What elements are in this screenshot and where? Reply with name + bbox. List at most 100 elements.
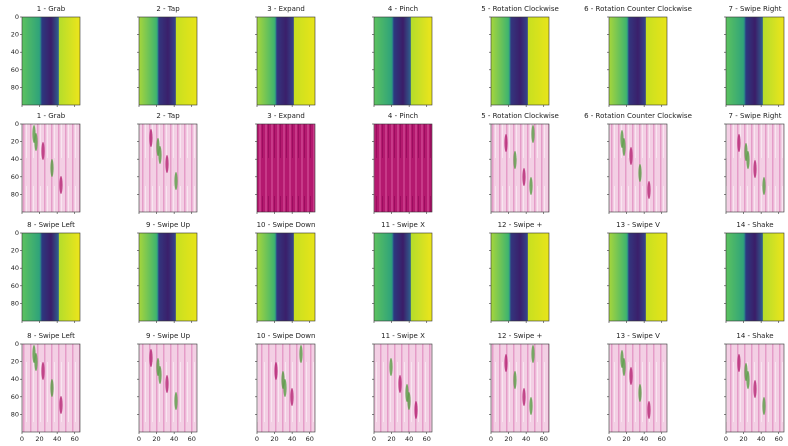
heatmap-image	[374, 17, 432, 105]
panel: 9 - Swipe Up	[137, 221, 198, 323]
x-tick-label: 20	[622, 435, 630, 443]
heatmap-image	[491, 233, 549, 321]
streak	[149, 129, 153, 147]
y-tick-label: 60	[11, 282, 19, 290]
heatmap-image	[491, 344, 549, 432]
y-tick-label: 20	[11, 138, 19, 146]
panel: 6 - Rotation Counter Clockwise	[584, 112, 692, 214]
axes-frame	[138, 232, 198, 322]
y-tick-label: 20	[11, 247, 19, 255]
streak	[41, 362, 45, 380]
heatmap-image	[491, 17, 549, 105]
streak	[737, 134, 741, 152]
streak	[290, 388, 294, 406]
panel-title: 3 - Expand	[267, 5, 305, 13]
x-tick-label: 40	[757, 435, 765, 443]
streak	[629, 147, 633, 165]
x-tick-label: 60	[540, 435, 548, 443]
panel-title: 1 - Grab	[37, 112, 66, 120]
heatmap-image	[374, 344, 432, 432]
streak	[283, 379, 287, 397]
heatmap-image	[257, 17, 315, 105]
axes-frame	[608, 16, 668, 106]
panel: 2 - Tap	[137, 5, 198, 107]
x-tick-label: 20	[152, 435, 160, 443]
streak	[59, 176, 63, 194]
panel-title: 8 - Swipe Left	[27, 332, 75, 340]
streak	[513, 371, 517, 389]
axes-frame	[373, 16, 433, 106]
panel-title: 4 - Pinch	[388, 112, 418, 120]
streak	[504, 354, 508, 372]
streak	[158, 366, 162, 384]
y-tick-label: 80	[11, 83, 19, 91]
panel-title: 2 - Tap	[156, 112, 180, 120]
axes-frame	[490, 16, 550, 106]
panel-title: 14 - Shake	[736, 332, 773, 340]
panel: 6 - Rotation Counter Clockwise	[584, 5, 692, 107]
streak	[753, 380, 757, 398]
x-tick-label: 0	[20, 435, 24, 443]
heatmap-image	[726, 17, 784, 105]
panel-title: 14 - Shake	[736, 221, 773, 229]
panel-title: 9 - Swipe Up	[146, 332, 191, 340]
y-tick-label: 20	[11, 358, 19, 366]
axes-frame	[256, 343, 316, 433]
panel: 12 - Swipe +	[489, 221, 550, 323]
axes-frame	[490, 343, 550, 433]
axes-frame	[373, 123, 433, 213]
panel: 7 - Swipe Right	[724, 112, 785, 214]
streak	[59, 396, 63, 414]
streak	[746, 151, 750, 169]
x-tick-label: 0	[137, 435, 141, 443]
streak	[622, 138, 626, 156]
axes-frame	[725, 232, 785, 322]
x-tick-label: 40	[640, 435, 648, 443]
panel-title: 12 - Swipe +	[498, 221, 543, 229]
x-tick-label: 20	[387, 435, 395, 443]
streak	[174, 172, 178, 190]
panel: 12 - Swipe + 0 20 40 60	[489, 332, 550, 443]
streak	[522, 168, 526, 186]
panel: 9 - Swipe Up 0 20 40 60	[137, 332, 198, 443]
x-tick-label: 0	[489, 435, 493, 443]
panel-title: 10 - Swipe Down	[257, 332, 316, 340]
streak	[522, 388, 526, 406]
axes-frame	[138, 123, 198, 213]
streak	[737, 354, 741, 372]
streak	[753, 160, 757, 178]
panel-title: 11 - Swipe X	[381, 221, 425, 229]
heatmap-image	[609, 17, 667, 105]
panel: 1 - Grab 0 20 40 60 80	[11, 5, 81, 107]
y-tick-label: 20	[11, 31, 19, 39]
y-tick-label: 60	[11, 173, 19, 181]
axes-frame	[373, 343, 433, 433]
axes-frame	[490, 123, 550, 213]
y-tick-label: 0	[15, 229, 19, 237]
panel-title: 5 - Rotation Clockwise	[481, 5, 559, 13]
heatmap-image	[374, 124, 432, 212]
heatmap-image	[726, 233, 784, 321]
y-tick-label: 60	[11, 393, 19, 401]
streak	[389, 358, 393, 376]
heatmap-image	[257, 124, 315, 212]
streak	[531, 125, 535, 143]
streak	[629, 367, 633, 385]
panel: 14 - Shake 0 20 40 60	[724, 332, 785, 443]
panel: 5 - Rotation Clockwise	[481, 5, 559, 107]
streak	[149, 349, 153, 367]
y-tick-label: 80	[11, 299, 19, 307]
x-tick-label: 20	[739, 435, 747, 443]
x-tick-label: 60	[658, 435, 666, 443]
panel-title: 13 - Swipe V	[616, 221, 660, 229]
panel-title: 5 - Rotation Clockwise	[481, 112, 559, 120]
streak	[165, 375, 169, 393]
axes-frame	[725, 123, 785, 213]
heatmap-image	[257, 233, 315, 321]
y-tick-label: 0	[15, 13, 19, 21]
x-tick-label: 60	[423, 435, 431, 443]
x-tick-label: 40	[170, 435, 178, 443]
y-tick-label: 0	[15, 340, 19, 348]
panel-title: 8 - Swipe Left	[27, 221, 75, 229]
streak	[299, 345, 303, 363]
